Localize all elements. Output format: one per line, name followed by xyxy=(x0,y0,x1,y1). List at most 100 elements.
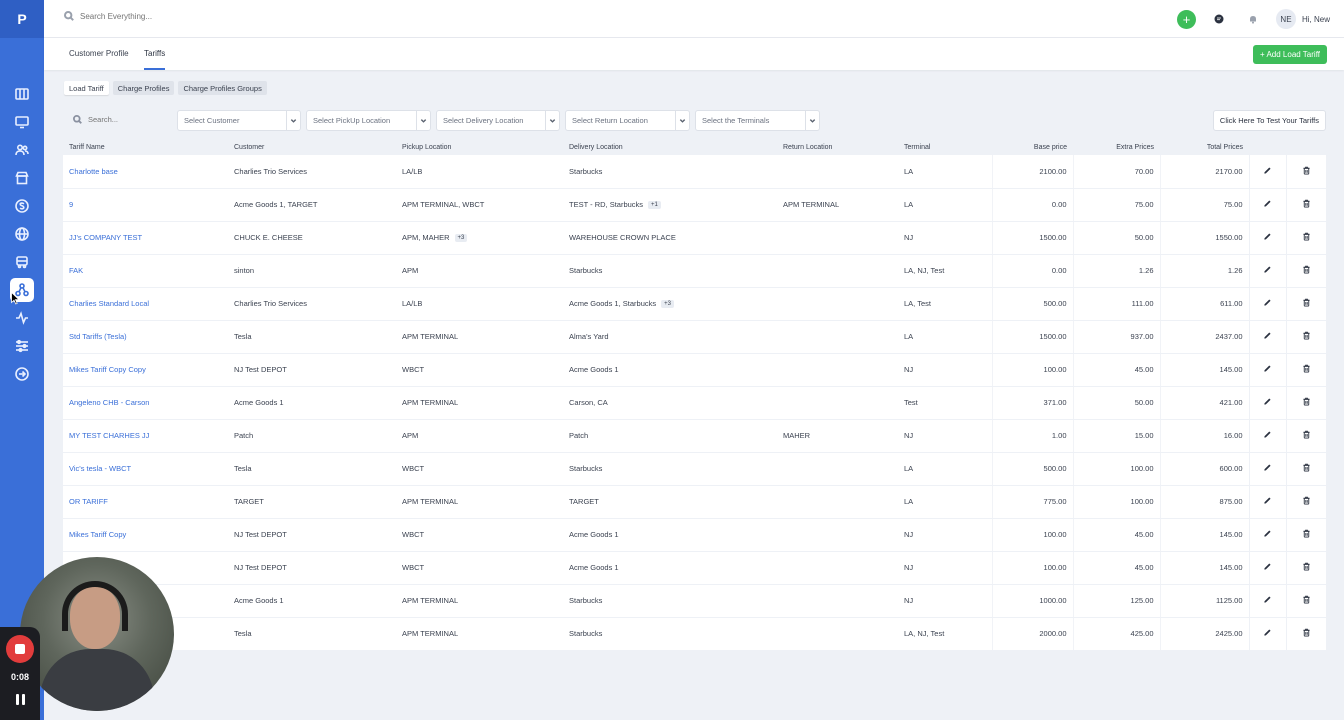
tariff-name-link[interactable]: FAK xyxy=(63,254,228,288)
edit-button[interactable] xyxy=(1248,551,1286,585)
edit-button[interactable] xyxy=(1248,419,1286,453)
edit-button[interactable] xyxy=(1248,287,1286,321)
table-row[interactable]: Mikes Tariff Copy NJ Test DEPOT WBCT Acme G… xyxy=(63,518,1326,552)
return-select[interactable]: Select Return Location xyxy=(565,110,690,131)
col-terminal[interactable]: Terminal xyxy=(898,139,992,155)
edit-button[interactable] xyxy=(1248,188,1286,222)
table-row[interactable]: FAK sinton APM Starbucks LA, NJ, Test 0.00 1.2… xyxy=(63,254,1326,288)
edit-button[interactable] xyxy=(1248,485,1286,519)
tariff-name-link[interactable]: 9 xyxy=(63,188,228,222)
col-customer[interactable]: Customer xyxy=(228,139,396,155)
delete-button[interactable] xyxy=(1285,386,1326,420)
tab-tariffs[interactable]: Tariffs xyxy=(144,49,166,70)
tariff-name-link[interactable]: Vic's tesla - WBCT xyxy=(63,452,228,486)
delete-button[interactable] xyxy=(1285,320,1326,354)
edit-button[interactable] xyxy=(1248,221,1286,255)
tariff-name-link[interactable]: Mikes Tariff Copy xyxy=(63,518,228,552)
tariff-name-link[interactable]: Angeleno CHB - Carson xyxy=(63,386,228,420)
pickup-select[interactable]: Select PickUp Location xyxy=(306,110,431,131)
map-icon[interactable] xyxy=(10,82,34,106)
global-search-input[interactable] xyxy=(80,11,280,21)
table-row[interactable]: Charlies Standard Local Charlies Trio Ser… xyxy=(63,287,1326,321)
edit-button[interactable] xyxy=(1248,584,1286,618)
users-icon[interactable] xyxy=(10,138,34,162)
edit-button[interactable] xyxy=(1248,617,1286,651)
table-row[interactable]: Tesla APM TERMINAL Starbucks LA, NJ, Test 20… xyxy=(63,617,1326,651)
globe-icon[interactable] xyxy=(10,222,34,246)
store-icon[interactable] xyxy=(10,166,34,190)
table-row[interactable]: Vic's tesla - WBCT Tesla WBCT Starbucks LA 50… xyxy=(63,452,1326,486)
delete-button[interactable] xyxy=(1285,617,1326,651)
table-search-input[interactable] xyxy=(88,115,168,124)
global-search[interactable] xyxy=(64,11,280,21)
delete-button[interactable] xyxy=(1285,485,1326,519)
user-greeting[interactable]: Hi, New xyxy=(1301,14,1330,24)
delete-button[interactable] xyxy=(1285,254,1326,288)
tariff-name-link[interactable]: MY TEST CHARHES JJ xyxy=(63,419,228,453)
col-pickup[interactable]: Pickup Location xyxy=(396,139,563,155)
truck-icon[interactable] xyxy=(10,250,34,274)
col-base-price[interactable]: Base price xyxy=(992,139,1073,155)
col-return[interactable]: Return Location xyxy=(777,139,898,155)
edit-button[interactable] xyxy=(1248,386,1286,420)
table-row[interactable]: OR TARIFF TARGET APM TERMINAL TARGET LA 775.0… xyxy=(63,485,1326,519)
tariff-name-link[interactable]: Charlotte base xyxy=(63,155,228,189)
add-load-tariff-button[interactable]: + Add Load Tariff xyxy=(1253,45,1327,64)
more-badge[interactable]: +1 xyxy=(648,201,661,209)
customer-select[interactable]: Select Customer xyxy=(177,110,301,131)
delete-button[interactable] xyxy=(1285,452,1326,486)
delete-button[interactable] xyxy=(1285,155,1326,189)
table-row[interactable]: Std Tariffs (Tesla) Tesla APM TERMINAL Alma… xyxy=(63,320,1326,354)
delete-button[interactable] xyxy=(1285,551,1326,585)
test-tariffs-button[interactable]: Click Here To Test Your Tariffs xyxy=(1212,110,1326,131)
col-delivery[interactable]: Delivery Location xyxy=(563,139,777,155)
edit-button[interactable] xyxy=(1248,155,1286,189)
edit-button[interactable] xyxy=(1248,452,1286,486)
avatar[interactable]: NE xyxy=(1275,9,1296,29)
col-total-prices[interactable]: Total Prices xyxy=(1160,139,1249,155)
delete-button[interactable] xyxy=(1285,518,1326,552)
delete-button[interactable] xyxy=(1285,353,1326,387)
table-row[interactable]: MY TEST CHARHES JJ Patch APM Patch MAHER NJ 1.… xyxy=(63,419,1326,453)
col-tariff-name[interactable]: Tariff Name xyxy=(63,139,228,155)
subtab-load-tariff[interactable]: Load Tariff xyxy=(64,81,109,95)
edit-button[interactable] xyxy=(1248,518,1286,552)
col-extra-prices[interactable]: Extra Prices xyxy=(1073,139,1160,155)
table-row[interactable]: Acme Goods 1 APM TERMINAL Starbucks NJ 1000.… xyxy=(63,584,1326,618)
table-row[interactable]: Charlotte base Charlies Trio Services LA/L… xyxy=(63,155,1326,189)
table-row[interactable]: Angeleno CHB - Carson Acme Goods 1 APM TER… xyxy=(63,386,1326,420)
table-row[interactable]: NJ Test DEPOT WBCT Acme Goods 1 NJ 100.00 45.… xyxy=(63,551,1326,585)
delete-button[interactable] xyxy=(1285,287,1326,321)
delete-button[interactable] xyxy=(1285,584,1326,618)
more-badge[interactable]: +3 xyxy=(454,234,468,242)
dollar-icon[interactable] xyxy=(10,194,34,218)
delete-button[interactable] xyxy=(1285,221,1326,255)
chat-icon[interactable] xyxy=(1208,9,1230,29)
subtab-charge-profiles-groups[interactable]: Charge Profiles Groups xyxy=(178,81,267,95)
terminals-select[interactable]: Select the Terminals xyxy=(695,110,820,131)
stop-recording-button[interactable] xyxy=(6,635,34,663)
pause-recording-button[interactable] xyxy=(13,694,27,708)
tab-customer-profile[interactable]: Customer Profile xyxy=(69,49,129,58)
app-logo[interactable]: P xyxy=(0,0,44,38)
delete-button[interactable] xyxy=(1285,419,1326,453)
table-row[interactable]: JJ's COMPANY TEST CHUCK E. CHEESE APM, MAH… xyxy=(63,221,1326,255)
tariff-name-link[interactable]: OR TARIFF xyxy=(63,485,228,519)
table-row[interactable]: 9 Acme Goods 1, TARGET APM TERMINAL, WBCT T… xyxy=(63,188,1326,222)
edit-button[interactable] xyxy=(1248,254,1286,288)
monitor-icon[interactable] xyxy=(10,110,34,134)
subtab-charge-profiles[interactable]: Charge Profiles xyxy=(112,81,175,95)
quick-add-button[interactable]: + xyxy=(1176,9,1196,29)
tariff-name-link[interactable]: JJ's COMPANY TEST xyxy=(63,221,228,255)
sliders-icon[interactable] xyxy=(10,334,34,358)
edit-button[interactable] xyxy=(1248,353,1286,387)
tariff-name-link[interactable]: Std Tariffs (Tesla) xyxy=(63,320,228,354)
delete-button[interactable] xyxy=(1285,188,1326,222)
more-badge[interactable]: +3 xyxy=(661,300,674,308)
delivery-select[interactable]: Select Delivery Location xyxy=(436,110,560,131)
table-row[interactable]: Mikes Tariff Copy Copy NJ Test DEPOT WBCT A… xyxy=(63,353,1326,387)
webcam-overlay[interactable] xyxy=(20,557,174,711)
tariff-name-link[interactable]: Mikes Tariff Copy Copy xyxy=(63,353,228,387)
logout-icon[interactable] xyxy=(10,362,34,386)
edit-button[interactable] xyxy=(1248,320,1286,354)
